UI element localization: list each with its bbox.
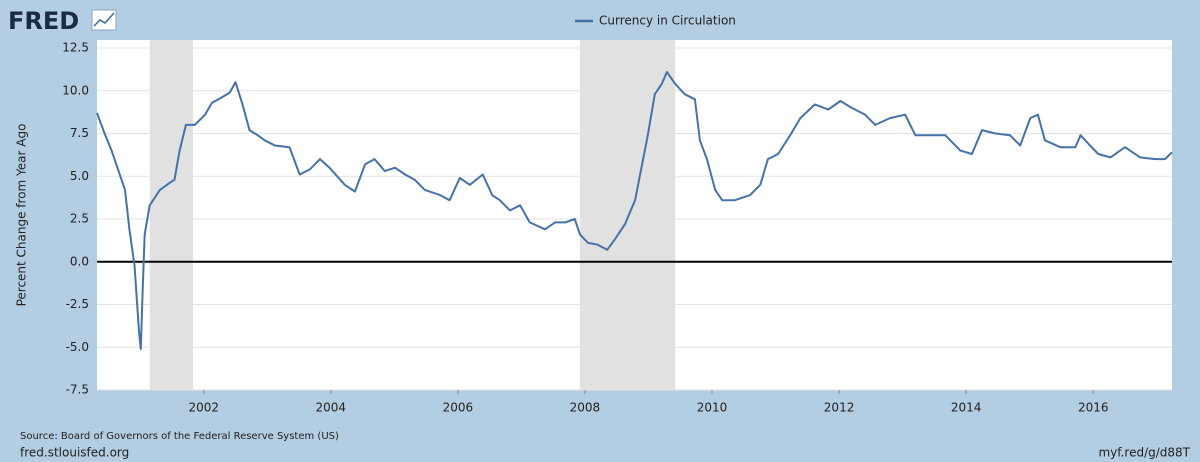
x-tick-label: 2016 xyxy=(1078,401,1109,415)
short-url[interactable]: myf.red/g/d88T xyxy=(1098,446,1190,460)
x-tick-label: 2006 xyxy=(443,401,474,415)
x-tick-label: 2010 xyxy=(697,401,728,415)
x-tick-label: 2014 xyxy=(951,401,982,415)
x-tick-label: 2008 xyxy=(570,401,601,415)
y-tick-label: 10.0 xyxy=(62,83,89,97)
x-tick-label: 2002 xyxy=(188,401,219,415)
y-axis-label: Percent Change from Year Ago xyxy=(15,124,29,307)
legend-label: Currency in Circulation xyxy=(599,14,736,28)
y-tick-label: -2.5 xyxy=(66,297,89,311)
logo-text: FRED xyxy=(8,7,79,35)
recession-band xyxy=(149,40,193,390)
recession-band xyxy=(579,40,676,390)
y-tick-label: 2.5 xyxy=(70,212,89,226)
series-line xyxy=(96,70,1173,350)
x-tick-label: 2004 xyxy=(316,401,347,415)
logo-icon xyxy=(91,9,117,31)
y-tick-label: 7.5 xyxy=(70,126,89,140)
source: Source: Board of Governors of the Federa… xyxy=(20,431,339,442)
site[interactable]: fred.stlouisfed.org xyxy=(20,446,129,460)
y-tick-label: 12.5 xyxy=(62,41,89,55)
x-tick-label: 2012 xyxy=(824,401,855,415)
y-tick-label: 0.0 xyxy=(70,254,89,268)
y-tick-label: 5.0 xyxy=(70,169,89,183)
y-tick-label: -5.0 xyxy=(66,340,89,354)
logo-icon-line xyxy=(93,12,115,27)
y-tick-label: -7.5 xyxy=(66,383,89,397)
recessions xyxy=(149,40,676,390)
logo[interactable]: FRED xyxy=(8,7,117,35)
